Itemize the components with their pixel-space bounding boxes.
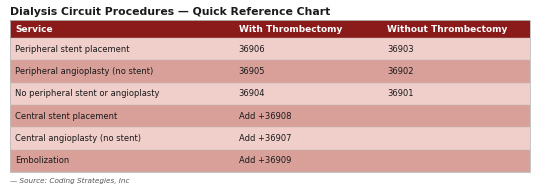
Bar [10,38,530,60]
Text: Add +36909: Add +36909 [239,156,291,165]
Text: Peripheral stent placement: Peripheral stent placement [15,45,130,54]
Bar [10,83,530,105]
Text: Dialysis Circuit Procedures — Quick Reference Chart: Dialysis Circuit Procedures — Quick Refe… [10,7,330,17]
Text: Central angioplasty (no stent): Central angioplasty (no stent) [15,134,141,143]
Text: No peripheral stent or angioplasty: No peripheral stent or angioplasty [15,89,159,98]
Bar [10,60,530,83]
Bar [10,150,530,172]
Bar [10,127,530,150]
Bar [10,105,530,127]
Text: 36902: 36902 [387,67,413,76]
Text: Central stent placement: Central stent placement [15,112,117,121]
Text: Peripheral angioplasty (no stent): Peripheral angioplasty (no stent) [15,67,153,76]
Text: 36906: 36906 [239,45,265,54]
Bar [10,20,530,172]
Text: With Thrombectomy: With Thrombectomy [239,25,342,33]
Bar [10,20,530,38]
Text: Without Thrombectomy: Without Thrombectomy [387,25,507,33]
Text: 36901: 36901 [387,89,413,98]
Text: 36904: 36904 [239,89,265,98]
Text: Embolization: Embolization [15,156,69,165]
Text: Add +36907: Add +36907 [239,134,291,143]
Text: 36905: 36905 [239,67,265,76]
Text: 36903: 36903 [387,45,414,54]
Text: — Source: Coding Strategies, Inc: — Source: Coding Strategies, Inc [10,178,130,184]
Text: Service: Service [15,25,52,33]
Text: Add +36908: Add +36908 [239,112,291,121]
